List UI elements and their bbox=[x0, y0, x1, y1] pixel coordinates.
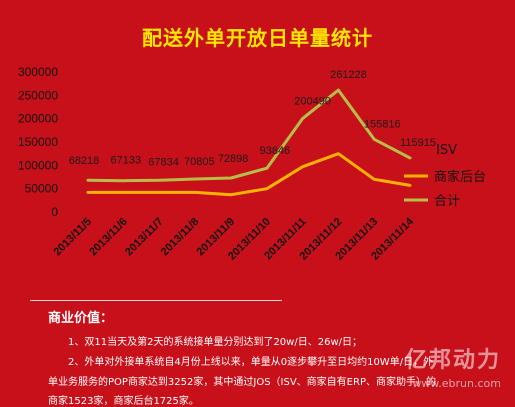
x-tick-label: 2013/11/8 bbox=[159, 216, 202, 259]
watermark-url: www.ebrun.com bbox=[412, 377, 501, 390]
data-label: 70805 bbox=[184, 156, 215, 168]
data-label: 72898 bbox=[218, 153, 249, 165]
data-label: 93846 bbox=[260, 145, 291, 157]
y-tick-label: 300000 bbox=[18, 65, 58, 79]
legend-label: 商家后台 bbox=[434, 169, 486, 185]
legend-label: 合计 bbox=[434, 194, 460, 209]
y-axis: 300000 250000 200000 150000 100000 50000 0 bbox=[18, 65, 58, 219]
data-label: 261228 bbox=[330, 69, 367, 81]
data-label: 68218 bbox=[69, 155, 100, 167]
series-line-2 bbox=[86, 88, 412, 183]
data-label: 115915 bbox=[400, 137, 436, 149]
chart-title: 配送外单开放日单量统计 bbox=[142, 26, 373, 50]
x-tick-label: 2013/11/6 bbox=[87, 216, 130, 259]
line-chart: 300000 250000 200000 150000 100000 50000 0 201… bbox=[18, 65, 486, 263]
y-tick-label: 0 bbox=[51, 205, 58, 219]
x-tick-label: 2013/11/7 bbox=[123, 216, 166, 259]
notes-line-3: 单业务服务的POP商家达到3252家，其中通过JOS（ISV、商家自有ERP、商… bbox=[48, 377, 436, 388]
y-tick-label: 200000 bbox=[18, 112, 58, 126]
y-tick-label: 100000 bbox=[18, 158, 58, 172]
y-tick-label: 250000 bbox=[18, 88, 58, 102]
series-line-1 bbox=[86, 152, 412, 197]
series-layer bbox=[86, 88, 412, 197]
y-tick-label: 150000 bbox=[18, 135, 58, 149]
data-label: 155816 bbox=[364, 118, 401, 130]
data-label: 200490 bbox=[294, 95, 331, 107]
data-label: 67133 bbox=[110, 155, 141, 167]
legend-title: ISV bbox=[436, 143, 457, 158]
divider bbox=[30, 300, 282, 301]
data-labels: 68218 67133 67834 70805 72898 93846 200490 2612… bbox=[69, 69, 436, 168]
notes-line-2: 2、外单对外接单系统自4月份上线以来，单量从0逐步攀升至日均约10W单/日，外 bbox=[68, 357, 434, 368]
x-tick-label: 2013/11/5 bbox=[51, 216, 94, 259]
notes-heading: 商业价值： bbox=[48, 311, 114, 326]
watermark-brand: 亿邦动力 bbox=[404, 348, 501, 373]
notes-line-1: 1、双11当天及第2天的系统接单量分别达到了20w/日、26w/日； bbox=[68, 337, 362, 348]
notes-line-4: 商家1523家，商家后台1725家。 bbox=[48, 396, 199, 407]
y-tick-label: 50000 bbox=[25, 182, 59, 196]
x-axis: 2013/11/52013/11/62013/11/72013/11/82013… bbox=[51, 215, 416, 263]
data-label: 67834 bbox=[148, 156, 179, 168]
